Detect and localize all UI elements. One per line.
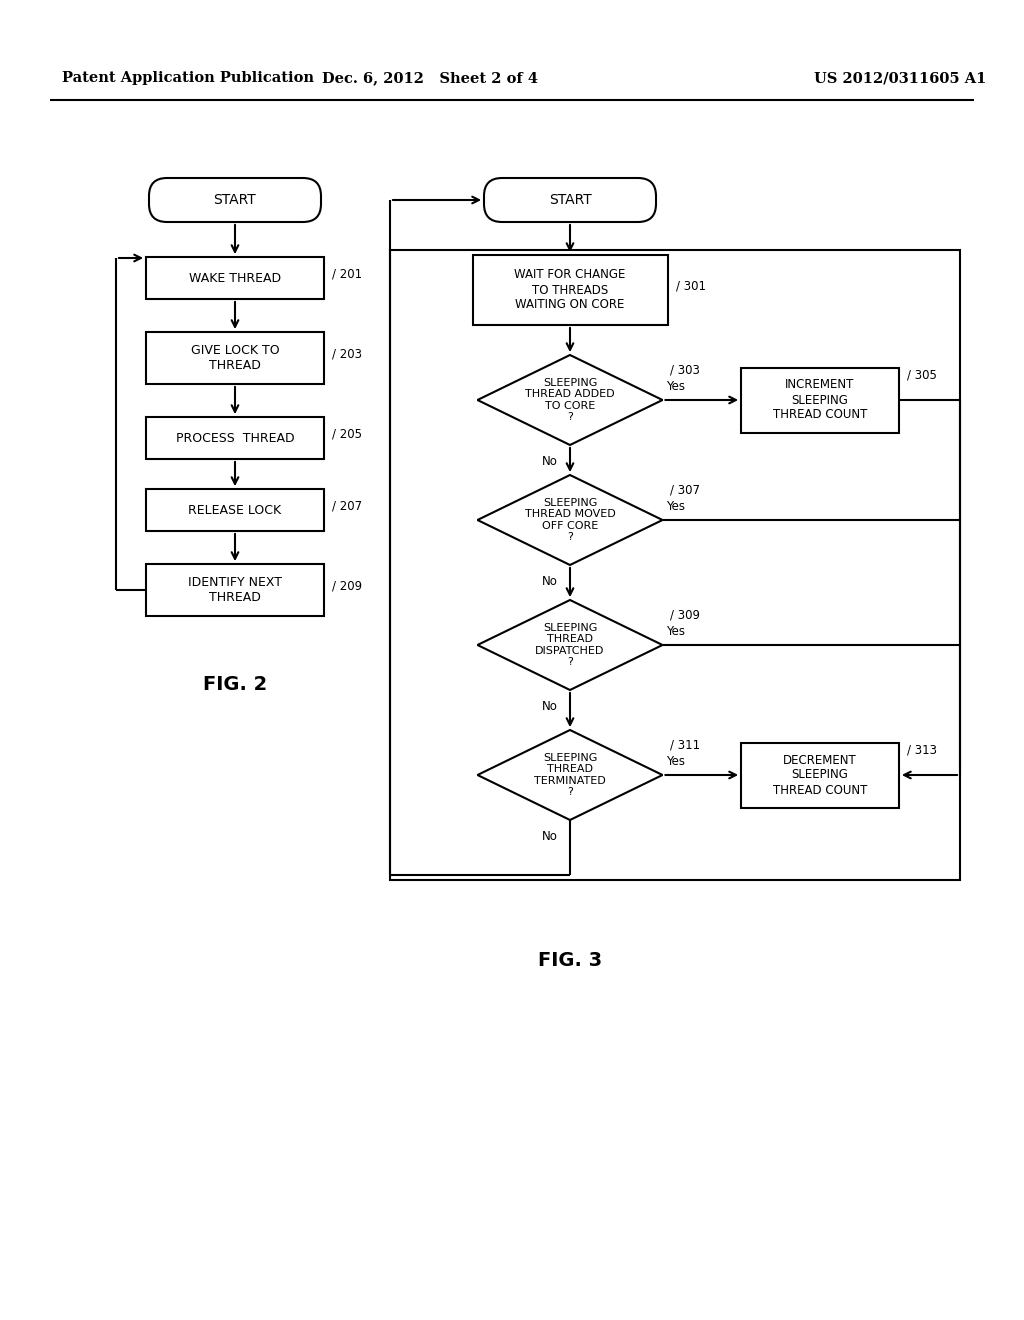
Polygon shape bbox=[477, 475, 663, 565]
Text: / 207: / 207 bbox=[332, 499, 362, 512]
Text: START: START bbox=[214, 193, 256, 207]
Text: / 313: / 313 bbox=[907, 743, 937, 756]
Text: No: No bbox=[542, 830, 558, 843]
Text: Patent Application Publication: Patent Application Publication bbox=[62, 71, 314, 84]
Text: / 303: / 303 bbox=[671, 363, 700, 376]
Bar bbox=[741, 742, 899, 808]
Text: / 311: / 311 bbox=[671, 738, 700, 751]
Text: FIG. 2: FIG. 2 bbox=[203, 676, 267, 694]
Bar bbox=[390, 249, 961, 880]
Text: US 2012/0311605 A1: US 2012/0311605 A1 bbox=[814, 71, 986, 84]
Text: SLEEPING
THREAD ADDED
TO CORE
?: SLEEPING THREAD ADDED TO CORE ? bbox=[525, 378, 614, 422]
Bar bbox=[146, 417, 324, 459]
Bar bbox=[146, 257, 324, 300]
Bar bbox=[146, 333, 324, 384]
Text: SLEEPING
THREAD
TERMINATED
?: SLEEPING THREAD TERMINATED ? bbox=[535, 752, 606, 797]
Text: Yes: Yes bbox=[667, 755, 685, 768]
Text: Dec. 6, 2012   Sheet 2 of 4: Dec. 6, 2012 Sheet 2 of 4 bbox=[322, 71, 538, 84]
Text: / 307: / 307 bbox=[671, 483, 700, 496]
Polygon shape bbox=[477, 730, 663, 820]
Text: No: No bbox=[542, 700, 558, 713]
Text: DECREMENT
SLEEPING
THREAD COUNT: DECREMENT SLEEPING THREAD COUNT bbox=[773, 754, 867, 796]
Text: IDENTIFY NEXT
THREAD: IDENTIFY NEXT THREAD bbox=[188, 576, 282, 605]
FancyBboxPatch shape bbox=[150, 178, 321, 222]
Text: / 201: / 201 bbox=[332, 268, 362, 281]
Text: / 309: / 309 bbox=[671, 609, 700, 622]
Polygon shape bbox=[477, 355, 663, 445]
Text: SLEEPING
THREAD
DISPATCHED
?: SLEEPING THREAD DISPATCHED ? bbox=[536, 623, 605, 668]
Text: SLEEPING
THREAD MOVED
OFF CORE
?: SLEEPING THREAD MOVED OFF CORE ? bbox=[524, 498, 615, 543]
Polygon shape bbox=[477, 601, 663, 690]
Bar bbox=[146, 564, 324, 616]
Text: / 209: / 209 bbox=[332, 579, 362, 593]
Text: / 305: / 305 bbox=[907, 368, 937, 381]
Text: WAIT FOR CHANGE
TO THREADS
WAITING ON CORE: WAIT FOR CHANGE TO THREADS WAITING ON CO… bbox=[514, 268, 626, 312]
Text: / 301: / 301 bbox=[676, 280, 706, 293]
Text: / 203: / 203 bbox=[332, 347, 362, 360]
Text: / 205: / 205 bbox=[332, 428, 362, 441]
Bar bbox=[741, 367, 899, 433]
Text: START: START bbox=[549, 193, 592, 207]
Text: FIG. 3: FIG. 3 bbox=[538, 950, 602, 969]
Text: RELEASE LOCK: RELEASE LOCK bbox=[188, 503, 282, 516]
Text: PROCESS  THREAD: PROCESS THREAD bbox=[176, 432, 294, 445]
Text: INCREMENT
SLEEPING
THREAD COUNT: INCREMENT SLEEPING THREAD COUNT bbox=[773, 379, 867, 421]
Text: Yes: Yes bbox=[667, 624, 685, 638]
Text: WAKE THREAD: WAKE THREAD bbox=[189, 272, 281, 285]
Text: No: No bbox=[542, 576, 558, 587]
Text: No: No bbox=[542, 455, 558, 469]
Text: Yes: Yes bbox=[667, 380, 685, 393]
Text: Yes: Yes bbox=[667, 500, 685, 513]
Bar bbox=[472, 255, 668, 325]
FancyBboxPatch shape bbox=[484, 178, 656, 222]
Bar bbox=[146, 488, 324, 531]
Text: GIVE LOCK TO
THREAD: GIVE LOCK TO THREAD bbox=[190, 345, 280, 372]
